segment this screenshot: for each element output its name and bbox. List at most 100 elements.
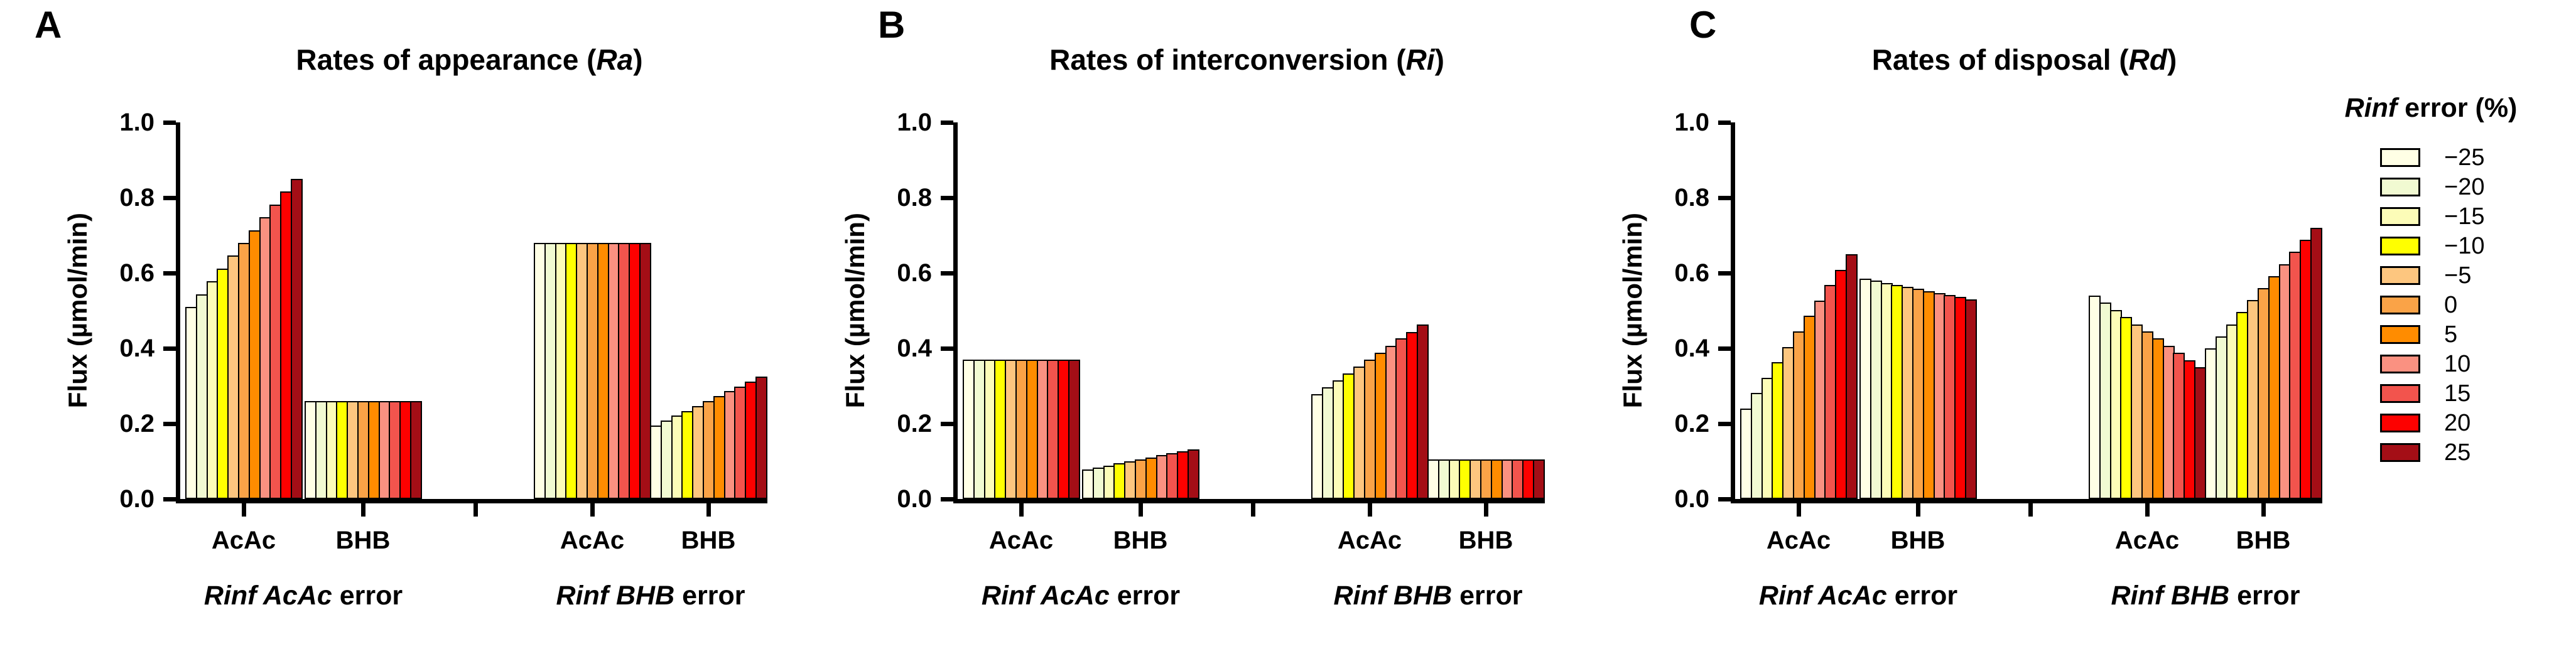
legend-swatch (2380, 177, 2420, 196)
y-axis-title-b: Flux (µmol/min) (835, 122, 875, 499)
bar (1188, 449, 1199, 499)
legend-swatch (2380, 324, 2420, 344)
legend-row: 5 (2286, 319, 2576, 349)
group-label-rest: error (332, 581, 403, 611)
legend-label: 20 (2444, 409, 2471, 436)
legend-title-rest: error (%) (2397, 93, 2518, 123)
x-axis-tick (1484, 499, 1488, 517)
category-label: BHB (1458, 527, 1513, 554)
y-axis-tick-label: 0.6 (119, 259, 154, 287)
x-axis-tick (590, 499, 595, 517)
y-axis-tick (941, 196, 953, 200)
x-axis-tick (1139, 499, 1143, 517)
legend-row: 25 (2286, 437, 2576, 467)
y-axis-tick (941, 271, 953, 276)
x-axis-tick (2145, 499, 2150, 517)
y-axis-tick-label: 0.2 (897, 410, 932, 437)
y-axis-tick-label: 0.4 (119, 335, 154, 362)
legend-swatch (2380, 383, 2420, 403)
y-axis-tick (163, 271, 176, 276)
bar (1417, 324, 1429, 499)
group-label-italic: Rinf AcAc (981, 581, 1110, 611)
y-axis-tick-label: 0.4 (1674, 335, 1709, 362)
legend-row: −20 (2286, 172, 2576, 201)
group-label: Rinf BHB error (1333, 581, 1522, 611)
legend: Rinf error (%) −25 −20 −15 −10 −5 0 5 10 15 20 25 (2286, 38, 2576, 467)
bar (291, 179, 303, 499)
legend-title-italic: Rinf (2344, 93, 2398, 123)
group-label-rest: error (1886, 581, 1958, 611)
bar (410, 401, 422, 499)
y-axis-tick (1718, 422, 1731, 426)
legend-rows: −25 −20 −15 −10 −5 0 5 10 15 20 25 (2286, 142, 2576, 467)
bar (2310, 228, 2322, 499)
x-axis-tick (706, 499, 711, 517)
category-label: AcAc (1766, 527, 1831, 554)
legend-label: −5 (2444, 262, 2472, 289)
legend-swatch (2380, 295, 2420, 314)
panel-title-a-italic: Ra (596, 43, 634, 77)
legend-label: −15 (2444, 203, 2485, 230)
y-axis-tick-label: 0.4 (897, 335, 932, 362)
panel-title-c-post: ) (2167, 43, 2177, 77)
x-axis-tick (1916, 499, 1920, 517)
group-label-rest: error (674, 581, 745, 611)
x-axis-tick (474, 499, 478, 517)
panel-title-b-pre: Rates of interconversion ( (1049, 43, 1406, 77)
panel-title-b-italic: Ri (1405, 43, 1435, 77)
y-axis-tick (941, 121, 953, 125)
y-axis-tick-label: 1.0 (897, 109, 932, 136)
legend-label: −20 (2444, 173, 2485, 200)
group-label-italic: Rinf BHB (1333, 581, 1453, 611)
x-axis-tick (1251, 499, 1255, 517)
y-axis-title-text: Flux (µmol/min) (840, 213, 870, 409)
y-axis-tick (1718, 346, 1731, 351)
legend-label: −10 (2444, 232, 2485, 259)
y-axis-tick (1718, 196, 1731, 200)
y-axis-tick-label: 0.0 (119, 485, 154, 513)
legend-swatch (2380, 413, 2420, 432)
panel-letter-c: C (1689, 4, 1717, 46)
category-label: AcAc (560, 527, 625, 554)
group-label: Rinf AcAc error (982, 581, 1180, 611)
panel-title-a: Rates of appearance (Ra) (176, 43, 763, 77)
bar (1533, 459, 1545, 499)
legend-row: 10 (2286, 349, 2576, 378)
legend-label: 0 (2444, 291, 2458, 318)
legend-swatch (2380, 354, 2420, 373)
y-axis-title-text: Flux (µmol/min) (63, 213, 92, 409)
x-axis-tick (1797, 499, 1801, 517)
x-axis-tick (2028, 499, 2033, 517)
panel-title-b-post: ) (1434, 43, 1444, 77)
panel-title-c-italic: Rd (2128, 43, 2167, 77)
legend-row: 0 (2286, 290, 2576, 319)
y-axis-tick-label: 0.0 (897, 485, 932, 513)
y-axis-tick (1718, 497, 1731, 501)
panel-title-c-pre: Rates of disposal ( (1871, 43, 2129, 77)
bar (639, 243, 651, 499)
category-label: BHB (1113, 527, 1168, 554)
group-label-italic: Rinf AcAc (1758, 581, 1887, 611)
panel-c: C Rates of disposal (Rd) Flux (µmol/min)… (1555, 0, 2334, 654)
y-axis-tick-label: 0.0 (1674, 485, 1709, 513)
y-axis-tick (163, 346, 176, 351)
legend-row: 15 (2286, 378, 2576, 408)
y-axis-tick-label: 0.6 (1674, 259, 1709, 287)
category-label: AcAc (2114, 527, 2180, 554)
legend-row: −25 (2286, 142, 2576, 172)
legend-row: −10 (2286, 231, 2576, 260)
panel-title-c: Rates of disposal (Rd) (1731, 43, 2318, 77)
category-label: BHB (335, 527, 391, 554)
x-axis-tick (242, 499, 246, 517)
y-axis-tick-label: 0.2 (1674, 410, 1709, 437)
bar (1846, 254, 1858, 499)
y-axis-tick (941, 346, 953, 351)
legend-swatch (2380, 442, 2420, 462)
y-axis-tick-label: 1.0 (119, 109, 154, 136)
y-axis-tick-label: 0.8 (897, 184, 932, 212)
x-axis-tick (361, 499, 365, 517)
category-label: BHB (1890, 527, 1946, 554)
panel-letter-b: B (878, 4, 906, 46)
group-label-rest: error (1109, 581, 1181, 611)
